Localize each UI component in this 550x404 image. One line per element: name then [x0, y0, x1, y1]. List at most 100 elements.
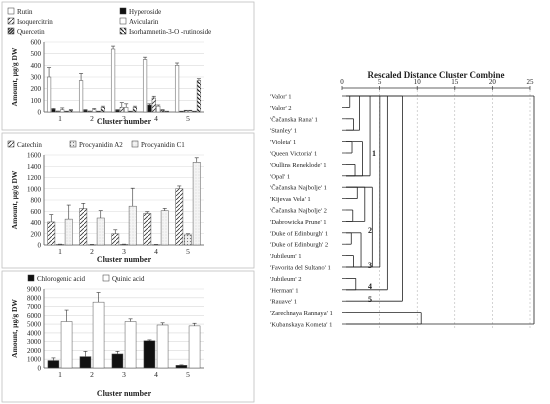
panel-frame-flavonols [1, 1, 255, 131]
dendrogram-leaf-label: 'Dabrowicka Prune' 1 [270, 219, 327, 226]
legend-label: Procyanidin A2 [79, 141, 123, 149]
bar [46, 76, 52, 113]
dendrogram-leaf-label: 'Queen Victoria' 1 [270, 151, 317, 158]
dendrogram-leaf-label: 'Favorita del Sultano' 1 [270, 265, 331, 272]
y-tick-label: 600 [31, 39, 42, 47]
dendrogram-leaf-label: 'Valor' 1 [270, 94, 292, 101]
bar [92, 109, 97, 113]
x-tick-label: 1 [58, 114, 62, 123]
chart-flavonols: 0 100 200 300 400 500 600 Amount, µg/g DW Cluste… [7, 7, 211, 126]
y-tick-label: 300 [31, 74, 42, 82]
y-tick-label: 9000 [27, 286, 42, 294]
x-tick-label: 4 [154, 370, 158, 379]
y-tick-label: 1000 [27, 356, 42, 364]
dendrogram-leaf-label: 'Čačanska Najbolje' 1 [270, 184, 327, 192]
bar [192, 111, 197, 113]
dendrogram-tick-label: 0 [340, 78, 344, 86]
bar [124, 107, 129, 113]
bar [160, 110, 165, 113]
bar [83, 110, 88, 113]
bar [110, 48, 116, 113]
bar [147, 104, 152, 113]
dendrogram-leaf-label: 'Stanley' 1 [270, 128, 297, 135]
dendrogram-tick-label: 25 [527, 78, 535, 86]
bar [68, 110, 74, 113]
y-axis-label: Amount, µg/g DW [10, 170, 19, 229]
x-tick-label: 5 [186, 247, 190, 256]
dendrogram-leaf-label: 'Herman' 1 [270, 287, 299, 294]
bar [188, 110, 193, 113]
bar [128, 205, 137, 246]
bar [47, 360, 60, 369]
y-tick-label: 8000 [27, 294, 42, 302]
y-tick-label: 0 [38, 365, 42, 373]
x-tick-label: 2 [90, 114, 94, 123]
y-tick-label: 0 [38, 242, 42, 250]
bar [164, 111, 170, 113]
bar [175, 188, 184, 246]
legend-label: Hyperoside [129, 8, 161, 16]
bar [188, 325, 201, 369]
y-axis-label: Amount, µg/g DW [10, 299, 19, 358]
legend-label: Avicularin [129, 18, 159, 26]
bar [55, 111, 60, 113]
bar [96, 111, 101, 113]
bar [64, 111, 69, 113]
legend-label: Procyanidin C1 [141, 141, 185, 149]
dendrogram-leaf-label: 'Opal' 1 [270, 173, 290, 180]
dendrogram-leaf-label: 'Valor' 2 [270, 105, 292, 112]
bar [47, 221, 56, 246]
bar [100, 107, 106, 113]
cluster-number-label: 4 [368, 282, 372, 291]
cluster-number-label: 3 [368, 261, 372, 270]
legend-swatch [131, 140, 139, 148]
x-tick-label: 4 [154, 247, 158, 256]
bar [78, 80, 84, 113]
y-tick-label: 200 [31, 230, 42, 238]
y-tick-label: 6000 [27, 312, 42, 320]
bar [120, 244, 128, 246]
bar [92, 301, 105, 369]
panel-frame-flavanols [1, 132, 255, 269]
dendrogram-leaf-label: 'Violeta' 1 [270, 139, 296, 146]
legend-label: Chlorogenic acid [37, 275, 86, 283]
panel-frame-acids [1, 270, 255, 403]
y-tick-label: 400 [31, 62, 42, 70]
y-tick-label: 500 [31, 50, 42, 58]
y-tick-label: 1400 [27, 163, 42, 171]
bar [156, 105, 161, 113]
x-axis-label: Cluster number [97, 255, 152, 264]
dendrogram-tick-label: 15 [451, 78, 459, 86]
bar [192, 162, 201, 246]
dendrogram-leaf-label: 'Čačanska Najbolje' 2 [270, 207, 327, 215]
bar [143, 340, 156, 369]
legend-label: Rutin [17, 8, 33, 16]
bar [179, 111, 184, 113]
cluster-number-label: 2 [368, 226, 372, 235]
bar [152, 244, 160, 246]
bar [56, 244, 64, 246]
bar [132, 107, 138, 113]
dendrogram-tick-label: 10 [414, 78, 422, 86]
dendrogram-leaf-label: 'Rauave' 1 [270, 299, 297, 306]
dendrogram-leaf-label: 'Kijevas Vela' 1 [270, 196, 311, 203]
y-tick-label: 0 [38, 109, 42, 117]
legend-swatch [27, 274, 35, 282]
y-tick-label: 4000 [27, 329, 42, 337]
cluster-number-label: 5 [368, 295, 372, 304]
bar [79, 356, 92, 369]
x-tick-label: 3 [122, 370, 126, 379]
legend-label: Isorhamnetin-3-O -rutinoside [129, 28, 211, 36]
y-tick-label: 7000 [27, 303, 42, 311]
bar [128, 111, 133, 113]
bar [175, 365, 188, 369]
x-tick-label: 4 [154, 114, 158, 123]
y-tick-label: 200 [31, 85, 42, 93]
bar [183, 110, 188, 113]
x-tick-label: 5 [186, 370, 190, 379]
bar [196, 80, 202, 113]
legend-swatch [119, 7, 127, 15]
y-tick-label: 800 [31, 197, 42, 205]
